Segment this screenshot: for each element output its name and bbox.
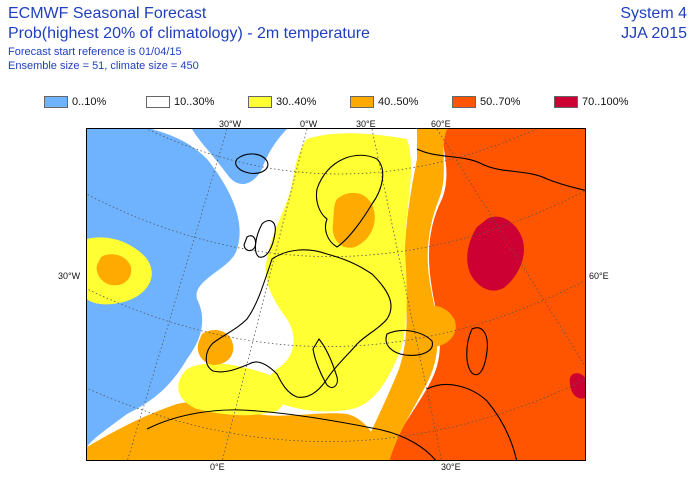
region-caspian-40-50 [412, 305, 456, 347]
legend-label: 10..30% [174, 96, 215, 108]
graticule-lat-60 [87, 190, 585, 257]
legend-label: 40..50% [378, 96, 419, 108]
graticule-meridian-30e [371, 129, 442, 460]
lon-label-30w-top: 30°W [219, 119, 242, 129]
coastline-iceland [235, 153, 269, 174]
lon-label-30w-left: 30°W [58, 271, 81, 281]
region-west-patch-40-50 [96, 254, 132, 286]
lon-label-30e-top: 30°E [356, 119, 376, 129]
coastline-caspian-sea [466, 327, 488, 376]
region-orange-east-40-50 [357, 129, 447, 460]
legend-item-70-100: 70..100% [554, 94, 628, 110]
legend-label: 30..40% [276, 96, 317, 108]
chart-subtitle: Prob(highest 20% of climatology) - 2m te… [8, 25, 370, 42]
region-atlantic-0-10 [87, 129, 240, 447]
lon-label-60e-top: 60°E [431, 119, 451, 129]
lon-label-30e-bottom: 30°E [441, 462, 461, 472]
ensemble-size: Ensemble size = 51, climate size = 450 [8, 60, 199, 72]
legend-swatch [44, 96, 68, 108]
legend-label: 0..10% [72, 96, 107, 108]
graticule-lat-45 [87, 280, 585, 347]
map-frame [86, 128, 586, 461]
region-south-belt-40-50 [87, 401, 387, 460]
coastline-ireland [243, 235, 257, 252]
chart-title: ECMWF Seasonal Forecast [8, 5, 207, 22]
probability-map [87, 129, 585, 460]
legend-item-40-50: 40..50% [350, 94, 418, 110]
legend-swatch [452, 96, 476, 108]
coastlines [146, 148, 585, 460]
coastline-italy [312, 338, 338, 388]
lon-label-0e-bottom: 0°E [210, 462, 225, 472]
forecast-start-reference: Forecast start reference is 01/04/15 [8, 46, 182, 58]
lon-label-0w-top: 0°W [300, 119, 318, 129]
legend-swatch [554, 96, 578, 108]
region-iberia-40-50 [197, 329, 234, 365]
coastline-north-africa [146, 409, 437, 460]
legend-swatch [146, 96, 170, 108]
region-scandinavia-40-50 [332, 192, 375, 248]
region-greenland-0-10 [192, 129, 287, 185]
coastline-european-mainland [205, 249, 392, 398]
coastline-arctic-russia [416, 148, 585, 191]
coastline-scandinavia [315, 154, 384, 248]
system-label: System 4 [620, 5, 687, 22]
legend-item-50-70: 50..70% [452, 94, 520, 110]
coastline-middle-east [426, 384, 518, 460]
season-label: JJA 2015 [621, 25, 687, 42]
graticule-meridian-0 [222, 129, 308, 460]
coastline-black-sea [385, 329, 433, 356]
system-block: System 4 JJA 2015 [620, 6, 687, 46]
title-block: ECMWF Seasonal Forecast Prob(highest 20%… [8, 6, 370, 75]
map-grid [87, 129, 585, 460]
region-east-edge-70-100 [569, 373, 585, 399]
legend-item-10-30: 10..30% [146, 94, 214, 110]
legend: 0..10% 10..30% 30..40% 40..50% 50..70% 7… [44, 94, 684, 110]
lon-label-60e-right: 60°E [589, 271, 609, 281]
legend-label: 70..100% [582, 96, 629, 108]
region-europe-30-40 [265, 133, 411, 412]
legend-item-0-10: 0..10% [44, 94, 106, 110]
region-east-50-70 [387, 129, 585, 460]
legend-label: 50..70% [480, 96, 521, 108]
region-russia-70-100 [467, 216, 524, 291]
region-africa-30-40 [178, 363, 286, 416]
legend-swatch [248, 96, 272, 108]
legend-item-30-40: 30..40% [248, 94, 316, 110]
legend-swatch [350, 96, 374, 108]
